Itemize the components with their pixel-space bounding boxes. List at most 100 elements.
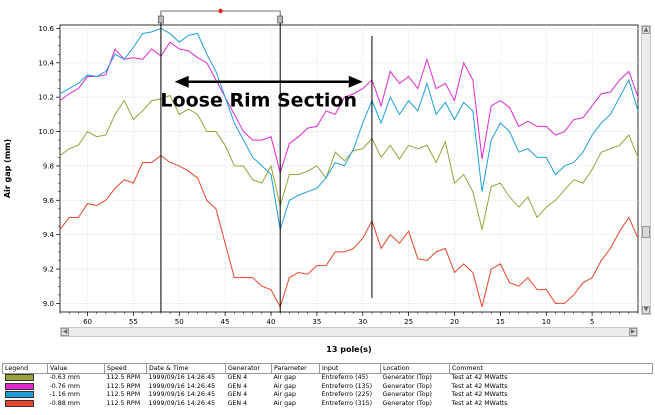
cursor-center-marker[interactable]: [218, 8, 223, 14]
legend-header-datetime: Date & Time: [146, 363, 226, 374]
x-tick-label: 45: [221, 318, 230, 326]
legend-cell-datetime: 1999/09/16 14:26:45: [148, 391, 216, 399]
air-gap-chart: 9.0 9.2 9.4 9.6 9.8 10.0 10.2 10.4 10.6 60 55 50 45 4…: [3, 8, 639, 354]
legend-cell-location: Generator (Top): [382, 391, 433, 399]
legend-cell-input: Entreferro (315): [321, 399, 373, 407]
y-tick-label: 10.6: [38, 25, 54, 33]
legend-cell-speed: 112.5 RPM: [106, 391, 141, 399]
legend-cell-generator: GEN 4: [227, 399, 248, 407]
legend-header-speed: Speed: [104, 363, 147, 374]
legend-cell-parameter: Air gap: [273, 391, 297, 399]
legend-swatch: [4, 382, 34, 390]
legend-cell-generator: GEN 4: [227, 374, 248, 382]
legend-cell-input: Entreferro (135): [321, 382, 373, 390]
x-tick-label: 60: [83, 318, 92, 326]
cursor-handle-1[interactable]: [158, 15, 164, 24]
legend-swatch-cell: [3, 391, 48, 400]
legend-cell-parameter: Air gap: [273, 399, 297, 407]
scroll-down-button[interactable]: ▼: [642, 306, 650, 314]
legend-swatch-cell: [3, 374, 48, 383]
cursor-handle-2[interactable]: [277, 15, 283, 24]
scroll-left-button[interactable]: ◀: [61, 328, 69, 336]
legend-cell-datetime: 1999/09/16 14:26:45: [148, 382, 216, 390]
legend-cell-location: Generator (Top): [382, 382, 433, 390]
legend-cell-value: -0.76 mm: [49, 382, 81, 390]
plot-area: [59, 24, 639, 313]
y-tick-label: 10.4: [38, 59, 54, 67]
annotation-arrow-right-head: [348, 75, 363, 88]
x-tick-label: 25: [404, 318, 413, 326]
legend-row[interactable]: -0.76 mm 112.5 RPM 1999/09/16 14:26:45 GEN …: [3, 382, 653, 392]
legend-cell-speed: 112.5 RPM: [106, 382, 141, 390]
y-axis-label: Air gap (mm): [3, 139, 12, 198]
legend-cell-location: Generator (Top): [382, 374, 433, 382]
legend-header-comment: Comment: [449, 363, 653, 374]
legend-row[interactable]: -0.88 mm 112.5 RPM 1999/09/16 14:26:45 GEN …: [3, 399, 653, 409]
legend-header-location: Location: [380, 363, 450, 374]
x-tick-label: 40: [267, 318, 276, 326]
x-tick-label: 15: [496, 318, 505, 326]
vertical-scroll-thumb[interactable]: [642, 226, 650, 238]
legend-cell-parameter: Air gap: [273, 374, 297, 382]
series-line-1: [59, 94, 639, 230]
legend-cell-comment: Test at 42 MWatts: [451, 374, 508, 382]
annotation-label: Loose Rim Section: [160, 90, 357, 112]
grid: [60, 25, 638, 312]
series-group: [59, 27, 639, 309]
legend-cell-speed: 112.5 RPM: [106, 374, 141, 382]
legend-row[interactable]: -0.63 mm 112.5 RPM 1999/09/16 14:26:45 GEN …: [3, 374, 653, 383]
series-line-4: [59, 154, 639, 309]
legend-header-input: Input: [319, 363, 381, 374]
legend-cell-parameter: Air gap: [273, 382, 297, 390]
y-tick-label: 9.0: [43, 300, 54, 308]
x-tick-label: 50: [175, 318, 184, 326]
legend-row[interactable]: -1.16 mm 112.5 RPM 1999/09/16 14:26:45 GEN …: [3, 391, 653, 400]
x-tick-label: 5: [590, 318, 594, 326]
y-tick-label: 10.0: [38, 128, 54, 136]
legend-header-parameter: Parameter: [271, 363, 320, 374]
scroll-right-button[interactable]: ▶: [629, 328, 637, 336]
legend-swatch-cell: [3, 382, 48, 392]
legend-swatch: [4, 374, 34, 381]
x-tick-label: 30: [358, 318, 367, 326]
series-line-2: [59, 41, 639, 175]
cursor-group[interactable]: [158, 8, 373, 312]
legend-cell-speed: 112.5 RPM: [106, 399, 141, 407]
x-tick-label: 10: [542, 318, 551, 326]
legend-header-row: Legend Value Speed Date & Time Generator…: [2, 363, 653, 374]
legend-swatch: [4, 391, 34, 398]
x-tick-label: 55: [129, 318, 138, 326]
legend-cell-location: Generator (Top): [382, 399, 433, 407]
legend-table: Legend Value Speed Date & Time Generator…: [2, 363, 653, 408]
legend-cell-input: Entreferro (225): [321, 391, 373, 399]
legend-body: -0.63 mm 112.5 RPM 1999/09/16 14:26:45 GEN …: [3, 374, 653, 409]
x-tick-label: 35: [312, 318, 321, 326]
x-tick-label: 20: [450, 318, 459, 326]
y-tick-label: 9.2: [43, 266, 54, 274]
y-tick-label: 9.8: [43, 162, 54, 170]
annotation-arrow-left-head: [174, 75, 189, 88]
legend-swatch: [4, 399, 34, 407]
vertical-scrollbar[interactable]: ▲ ▼: [641, 25, 651, 315]
legend-cell-generator: GEN 4: [227, 391, 248, 399]
legend-cell-comment: Test at 42 MWatts: [451, 399, 508, 407]
legend-header-legend: Legend: [2, 363, 48, 374]
x-axis-label: 13 pole(s): [326, 345, 371, 354]
legend-cell-generator: GEN 4: [227, 382, 248, 390]
legend-cell-value: -0.63 mm: [49, 374, 81, 382]
y-tick-label: 10.2: [38, 94, 54, 102]
legend-cell-input: Entreferro (45): [321, 374, 369, 382]
legend-cell-value: -0.88 mm: [49, 399, 81, 407]
y-tick-label: 9.4: [43, 231, 55, 239]
legend-cell-value: -1.16 mm: [49, 391, 81, 399]
legend-header-generator: Generator: [225, 363, 272, 374]
legend-cell-datetime: 1999/09/16 14:26:45: [148, 374, 216, 382]
legend-cell-comment: Test at 42 MWatts: [451, 391, 508, 399]
horizontal-scrollbar[interactable]: ◀ ▶: [60, 327, 638, 337]
legend-header-value: Value: [47, 363, 105, 374]
legend-cell-comment: Test at 42 MWatts: [451, 382, 508, 390]
series-line-3: [59, 27, 639, 230]
annotation-group: Loose Rim Section: [160, 75, 363, 112]
y-tick-label: 9.6: [43, 197, 55, 205]
scroll-up-button[interactable]: ▲: [642, 26, 650, 34]
